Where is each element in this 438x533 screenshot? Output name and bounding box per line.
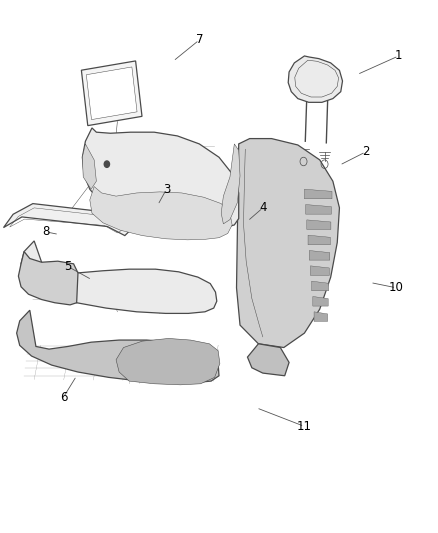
Polygon shape <box>311 266 329 276</box>
Text: 4: 4 <box>259 201 267 214</box>
Polygon shape <box>81 61 142 126</box>
Polygon shape <box>82 144 96 189</box>
Polygon shape <box>304 189 332 199</box>
Polygon shape <box>18 252 78 305</box>
Text: 1: 1 <box>395 50 403 62</box>
Polygon shape <box>86 67 137 119</box>
Polygon shape <box>247 344 289 376</box>
Polygon shape <box>313 296 328 306</box>
Text: 3: 3 <box>163 183 170 196</box>
Polygon shape <box>116 338 220 385</box>
Text: 8: 8 <box>42 225 49 238</box>
Polygon shape <box>21 241 217 313</box>
Polygon shape <box>307 220 331 229</box>
Polygon shape <box>311 281 328 291</box>
Polygon shape <box>237 139 339 348</box>
Polygon shape <box>306 205 332 214</box>
Polygon shape <box>308 235 330 245</box>
Text: 6: 6 <box>60 391 67 403</box>
Polygon shape <box>82 128 239 229</box>
Polygon shape <box>90 187 232 240</box>
Text: 5: 5 <box>64 260 71 273</box>
Text: 2: 2 <box>362 146 370 158</box>
Polygon shape <box>288 56 343 102</box>
Text: 10: 10 <box>389 281 404 294</box>
Polygon shape <box>314 312 328 321</box>
Polygon shape <box>309 251 330 260</box>
Circle shape <box>104 161 110 167</box>
Polygon shape <box>17 310 219 383</box>
Polygon shape <box>221 144 240 224</box>
Polygon shape <box>4 204 136 236</box>
Text: 11: 11 <box>297 420 312 433</box>
Text: 7: 7 <box>195 34 203 46</box>
